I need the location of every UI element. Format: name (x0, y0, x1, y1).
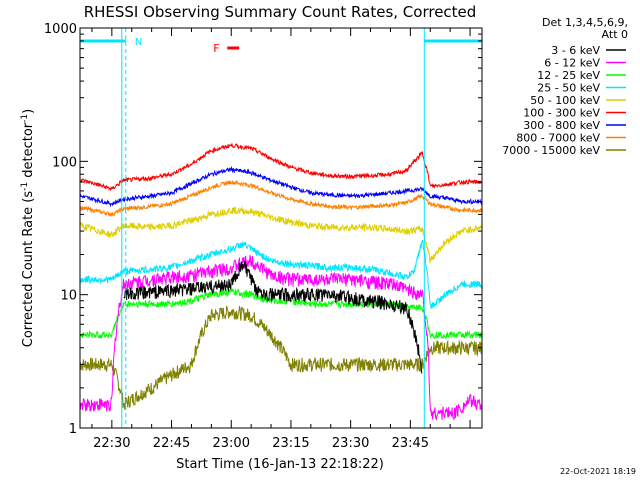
timestamp: 22-Oct-2021 18:19 (560, 467, 636, 476)
legend-header-line-2: Att 0 (602, 28, 628, 41)
legend-label: 800 - 7000 keV (516, 132, 600, 145)
legend-label: 100 - 300 keV (523, 107, 600, 120)
series-line-6-12-kev (79, 255, 483, 421)
y-tick-label: 100 (52, 155, 77, 170)
y-axis-label: Corrected Count Rate (s-1 detector-1) (20, 109, 36, 347)
series-line-25-50-kev (79, 239, 483, 309)
series-line-12-25-kev (79, 288, 483, 340)
legend-header-line-1: Det 1,3,4,5,6,9, (542, 16, 628, 29)
x-tick-label: 23:45 (392, 436, 429, 451)
series-line-100-300-kev (79, 143, 483, 192)
series-line-3-6-kev (123, 260, 423, 374)
y-tick-label: 1 (69, 422, 77, 437)
x-tick-label: 23:00 (213, 436, 250, 451)
y-tick-label: 10 (60, 289, 77, 304)
x-tick-label: 23:30 (332, 436, 369, 451)
legend-label: 12 - 25 keV (537, 69, 600, 82)
flare-label: F (213, 42, 219, 55)
x-axis-label: Start Time (16-Jan-13 22:18:22) (176, 457, 384, 472)
x-tick-label: 23:15 (272, 436, 309, 451)
x-tick-label: 22:45 (153, 436, 190, 451)
x-tick-label: 22:30 (93, 436, 130, 451)
legend-label: 25 - 50 keV (537, 82, 600, 95)
y-tick-label: 1000 (44, 22, 77, 37)
legend-label: 6 - 12 keV (544, 57, 600, 70)
night-label: N (135, 37, 142, 48)
legend-label: 7000 - 15000 keV (502, 144, 600, 157)
chart-title: RHESSI Observing Summary Count Rates, Co… (84, 3, 477, 21)
legend-label: 300 - 800 keV (523, 119, 600, 132)
plot-frame (79, 27, 483, 429)
series-line-300-800-kev (79, 165, 483, 208)
series-line-800-7000-kev (79, 179, 483, 217)
series-line-7000-15000-kev (79, 305, 483, 410)
series-line-50-100-kev (79, 206, 483, 264)
legend-label: 3 - 6 keV (551, 44, 600, 57)
legend-label: 50 - 100 keV (530, 94, 600, 107)
